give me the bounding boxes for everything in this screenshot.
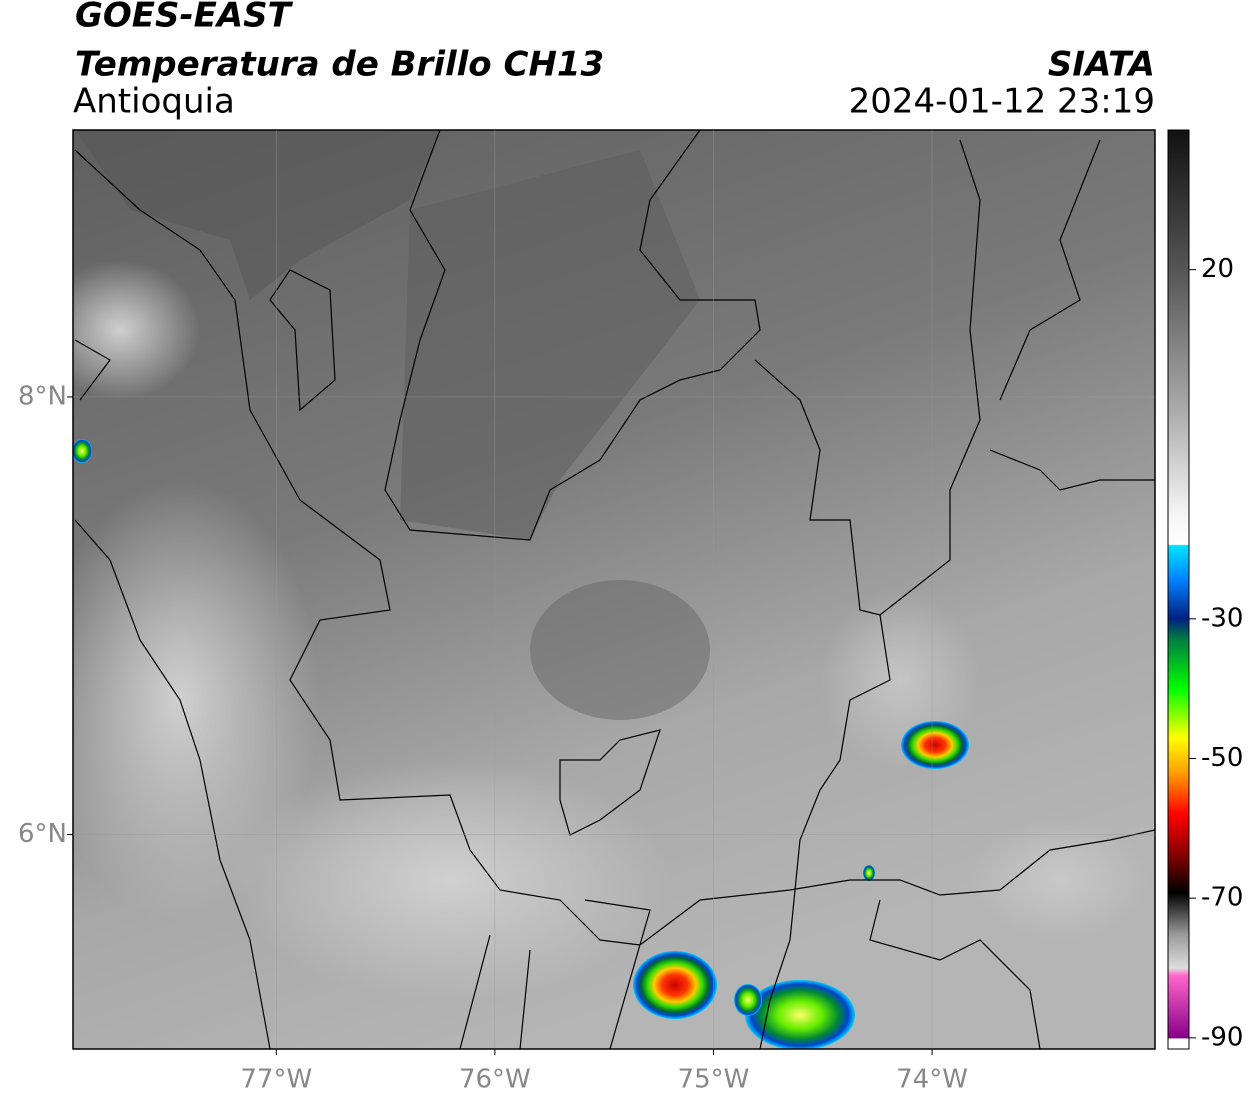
map-image xyxy=(73,130,1155,1049)
source: SIATA xyxy=(1048,45,1155,85)
x-tick-label: 75°W xyxy=(678,1065,750,1095)
y-tick-label: 6°N xyxy=(18,819,67,849)
colorbar-tick-label: -70 xyxy=(1201,883,1243,913)
x-tick-label: 77°W xyxy=(240,1065,312,1095)
colorbar-tick-label: -50 xyxy=(1201,743,1243,773)
x-tick-label: 76°W xyxy=(459,1065,531,1095)
y-tick-label: 8°N xyxy=(18,381,67,411)
title: GOES-EAST xyxy=(75,0,294,36)
colorbar-tick-label: -90 xyxy=(1201,1022,1243,1052)
colorbar-tick-label: -30 xyxy=(1201,603,1243,633)
datetime: 2024-01-12 23:19 xyxy=(849,82,1155,122)
x-tick-label: 74°W xyxy=(896,1065,968,1095)
map-frame xyxy=(72,129,1156,1050)
colorbar-tick-label: 20 xyxy=(1201,254,1234,284)
region: Antioquia xyxy=(73,82,235,122)
colorbar xyxy=(1167,129,1190,1050)
subtitle: Temperatura de Brillo CH13 xyxy=(75,45,604,85)
